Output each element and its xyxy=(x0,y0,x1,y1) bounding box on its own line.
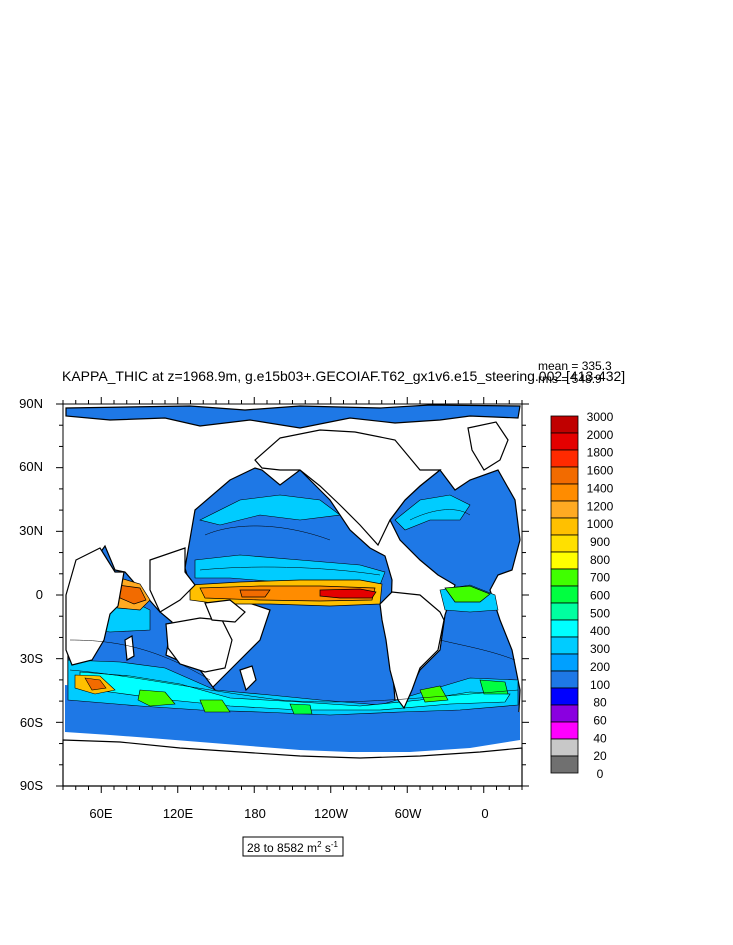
plot-title: KAPPA_THIC at z=1968.9m, g.e15b03+.GECOI… xyxy=(62,368,625,384)
land-masses xyxy=(62,421,523,787)
colorbar-label: 800 xyxy=(590,553,610,567)
lat-label-60n: 60N xyxy=(19,459,43,474)
lat-label-0: 0 xyxy=(36,587,43,602)
colorbar-label: 500 xyxy=(590,606,610,620)
colorbar-swatch xyxy=(550,500,579,519)
lon-label-180: 180 xyxy=(244,806,266,821)
rms-stat: rms = 548.9 xyxy=(538,372,602,386)
lon-label-120e: 120E xyxy=(163,806,194,821)
colorbar-swatch xyxy=(550,721,579,740)
colorbar-label: 2000 xyxy=(587,428,614,442)
colorbar-label: 700 xyxy=(590,571,610,585)
axis-ticks xyxy=(56,397,529,793)
colorbar-label: 1600 xyxy=(587,464,614,478)
colorbar-swatch xyxy=(550,738,579,757)
colorbar: 3000200018001600140012001000900800700600… xyxy=(550,410,614,781)
lon-labels: 60E 120E 180 120W 60W 0 xyxy=(89,806,488,821)
colorbar-label: 40 xyxy=(593,731,607,745)
colorbar-swatch xyxy=(550,687,579,706)
range-label: 28 to 8582 m2 s-1 xyxy=(247,840,339,855)
lon-label-0: 0 xyxy=(481,806,488,821)
colorbar-swatch xyxy=(550,704,579,723)
colorbar-swatch xyxy=(550,466,579,485)
colorbar-swatch xyxy=(550,415,579,434)
colorbar-label: 3000 xyxy=(587,410,614,424)
lon-label-60w: 60W xyxy=(395,806,422,821)
colorbar-label: 300 xyxy=(590,642,610,656)
lat-label-90s: 90S xyxy=(20,778,43,793)
colorbar-swatch xyxy=(550,568,579,587)
colorbar-label: 1400 xyxy=(587,481,614,495)
colorbar-label: 20 xyxy=(593,749,607,763)
lon-label-120w: 120W xyxy=(314,806,349,821)
colorbar-label: 0 xyxy=(597,767,604,781)
mean-stat: mean = 335.3 xyxy=(538,359,612,373)
colorbar-swatch xyxy=(550,585,579,604)
colorbar-swatch xyxy=(550,755,579,774)
colorbar-label: 400 xyxy=(590,624,610,638)
map-panel: 90N 60N 30N 0 30S 60S 90S 60E 120E 180 1… xyxy=(19,396,529,821)
contour-lines xyxy=(69,509,519,703)
colorbar-label: 900 xyxy=(590,535,610,549)
colorbar-swatch xyxy=(550,517,579,536)
southern-hotspots xyxy=(74,674,509,715)
colorbar-swatch xyxy=(550,483,579,502)
colorbar-swatch xyxy=(550,619,579,638)
range-box-frame xyxy=(242,836,344,857)
lat-label-30n: 30N xyxy=(19,523,43,538)
colorbar-swatch xyxy=(550,449,579,468)
colorbar-label: 600 xyxy=(590,589,610,603)
colorbar-label: 200 xyxy=(590,660,610,674)
colorbar-label: 60 xyxy=(593,713,607,727)
colorbar-swatch xyxy=(550,670,579,689)
colorbar-label: 100 xyxy=(590,678,610,692)
colorbar-swatch xyxy=(550,534,579,553)
lat-label-90n: 90N xyxy=(19,396,43,411)
lon-label-60e: 60E xyxy=(89,806,112,821)
colorbar-swatch xyxy=(550,551,579,570)
colorbar-swatch xyxy=(550,432,579,451)
range-box: 28 to 8582 m2 s-1 xyxy=(242,836,344,857)
lat-labels: 90N 60N 30N 0 30S 60S 90S xyxy=(19,396,43,793)
lat-label-30s: 30S xyxy=(20,651,43,666)
colorbar-swatch xyxy=(550,602,579,621)
colorbar-label: 80 xyxy=(593,696,607,710)
lat-label-60s: 60S xyxy=(20,715,43,730)
colorbar-label: 1000 xyxy=(587,517,614,531)
colorbar-label: 1200 xyxy=(587,499,614,513)
colorbar-swatch xyxy=(550,636,579,655)
colorbar-label: 1800 xyxy=(587,446,614,460)
colorbar-swatch xyxy=(550,653,579,672)
